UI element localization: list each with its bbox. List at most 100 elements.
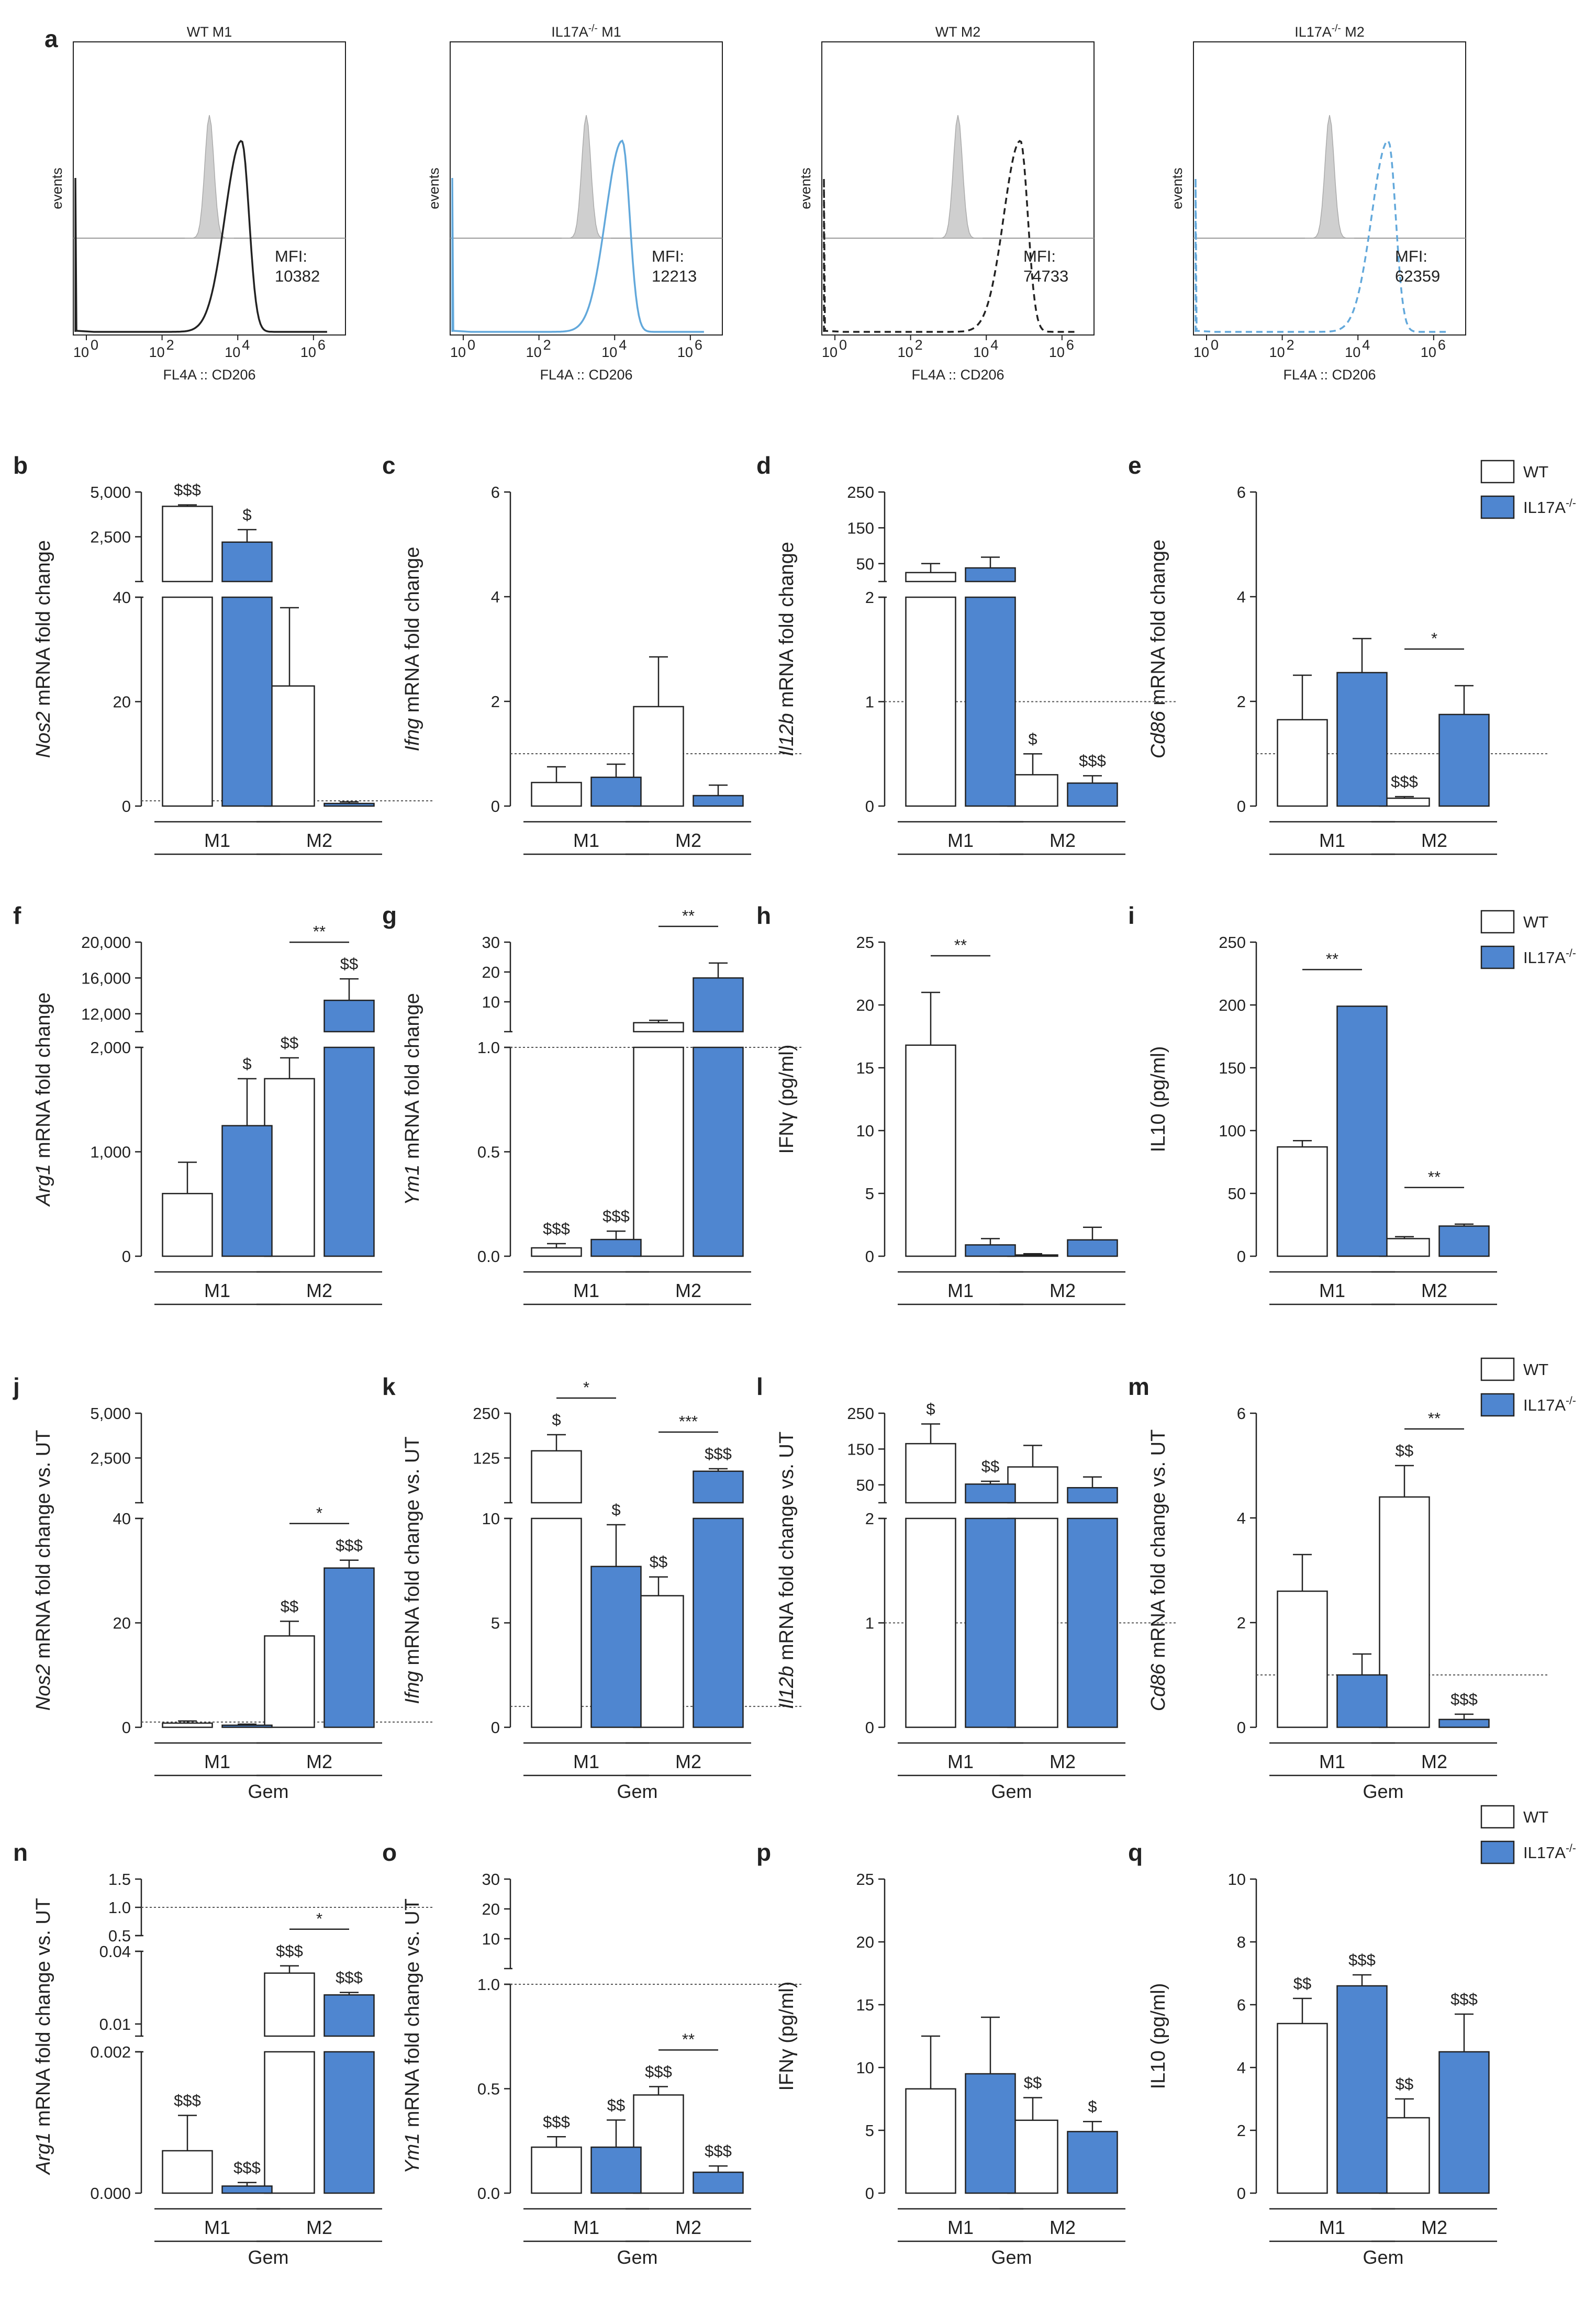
y-tick-label: 50 bbox=[856, 555, 874, 573]
x-tick-label: 10 bbox=[973, 344, 989, 360]
y-label-text: mRNA fold change vs. UT bbox=[776, 1432, 798, 1666]
significance-stars: * bbox=[1431, 629, 1437, 647]
group-label: M2 bbox=[1421, 2217, 1447, 2238]
legend-ko-swatch bbox=[1480, 1840, 1515, 1864]
panel-i: i 0 50 100 150 200 250 IL10 (pg/ml) ** ** M1 M2 bbox=[1128, 902, 1497, 1305]
significance-label: $ bbox=[1088, 2097, 1097, 2116]
y-tick-label: 50 bbox=[856, 1476, 874, 1494]
wt-bar bbox=[531, 1247, 582, 1257]
significance-label: $$ bbox=[981, 1457, 999, 1476]
y-tick-label: 1.5 bbox=[108, 1870, 131, 1888]
significance-label: $$$ bbox=[1391, 773, 1418, 791]
sample-histogram-curve bbox=[451, 139, 704, 333]
gene-name: Cd86 bbox=[1147, 710, 1169, 758]
x-axis-label: Gem bbox=[991, 1781, 1032, 1802]
significance-stars: * bbox=[316, 1909, 322, 1928]
il17a-ko-bar bbox=[965, 596, 1016, 807]
wt-bar bbox=[905, 2088, 956, 2194]
y-tick-label: 150 bbox=[1219, 1059, 1246, 1077]
y-tick-label: 5,000 bbox=[90, 483, 131, 501]
panel-label: f bbox=[13, 902, 21, 929]
significance-label: $ bbox=[552, 1411, 561, 1429]
mfi-value: 12213 bbox=[652, 267, 697, 285]
panel-n: n 0.000 0.002 0.01 0.040.5 1.0 1.5 Arg1 mRNA fo… bbox=[13, 1839, 434, 2268]
y-tick-label: 0.01 bbox=[99, 2015, 131, 2033]
y-axis-label: Cd86 mRNA fold change bbox=[1147, 540, 1169, 758]
histogram-title: IL17A-/- M2 bbox=[1294, 23, 1365, 40]
histogram-frame bbox=[821, 41, 1095, 336]
panel-label: i bbox=[1128, 902, 1135, 929]
significance-label: $$$ bbox=[336, 1536, 363, 1555]
il17a-ko-bar bbox=[323, 1994, 375, 2037]
y-tick-label: 40 bbox=[113, 1510, 131, 1528]
gene-name: Il12b bbox=[776, 713, 798, 756]
il17a-ko-bar bbox=[1067, 1487, 1118, 1504]
il17a-ko-bar bbox=[323, 2051, 375, 2194]
wt-bar bbox=[264, 685, 315, 807]
il17a-ko-bar bbox=[965, 1244, 1016, 1257]
significance-stars: ** bbox=[682, 2030, 695, 2049]
gene-name: Ym1 bbox=[401, 2133, 423, 2174]
y-tick-label: 20 bbox=[113, 693, 131, 711]
y-tick-label: 20,000 bbox=[81, 933, 131, 952]
x-tick-label: 10 bbox=[526, 344, 542, 360]
wt-bar bbox=[1277, 1590, 1328, 1728]
x-tick-label: 10 bbox=[677, 344, 693, 360]
il17a-ko-bar bbox=[590, 2146, 642, 2194]
x-axis-label: Gem bbox=[1363, 2247, 1403, 2268]
x-tick-exponent: 4 bbox=[1362, 337, 1370, 353]
group-label: M1 bbox=[1319, 1280, 1345, 1301]
wt-bar bbox=[264, 1972, 315, 2037]
wt-bar bbox=[264, 2051, 315, 2194]
il17a-ko-bar bbox=[323, 999, 375, 1033]
y-tick-label: 0 bbox=[1237, 2184, 1246, 2203]
y-tick-label: 12,000 bbox=[81, 1005, 131, 1023]
il17a-ko-bar bbox=[1067, 2131, 1118, 2194]
significance-label: $$$ bbox=[1348, 1951, 1376, 1969]
x-tick-label: 10 bbox=[149, 344, 165, 360]
mfi-value: 10382 bbox=[275, 267, 320, 285]
y-tick-label: 16,000 bbox=[81, 969, 131, 987]
significance-label: $$ bbox=[607, 2096, 625, 2114]
histogram-frame bbox=[73, 41, 346, 336]
legend-ko-label: IL17A-/- bbox=[1523, 1395, 1576, 1414]
y-tick-label: 6 bbox=[1237, 1996, 1246, 2014]
legend: WT IL17A-/- bbox=[1480, 1357, 1576, 1417]
significance-label: $$ bbox=[281, 1034, 298, 1052]
y-axis-label: IFNγ (pg/ml) bbox=[776, 1982, 798, 2091]
il17a-ko-bar bbox=[221, 1125, 273, 1257]
wt-bar bbox=[264, 1635, 315, 1728]
significance-stars: * bbox=[316, 1504, 322, 1522]
y-tick-label: 4 bbox=[1237, 1509, 1246, 1527]
y-tick-label: 8 bbox=[1237, 1933, 1246, 1951]
wt-bar bbox=[633, 2094, 684, 2194]
y-tick-label: 2,500 bbox=[90, 1449, 131, 1468]
significance-stars: ** bbox=[1428, 1409, 1441, 1427]
panel-label: q bbox=[1128, 1839, 1143, 1866]
y-tick-label: 0.0 bbox=[477, 2184, 500, 2203]
significance-label: $$$ bbox=[543, 1220, 570, 1238]
gene-name: Arg1 bbox=[32, 2132, 54, 2175]
wt-bar bbox=[905, 596, 956, 807]
y-label-text: mRNA fold change bbox=[32, 540, 54, 711]
panel-f: f 0 1,000 2,000 12,000 16,000 20,000 Arg1 mRNA … bbox=[13, 902, 382, 1305]
gene-name: Arg1 bbox=[32, 1164, 54, 1207]
x-tick-exponent: 6 bbox=[695, 337, 702, 353]
x-tick-label: 10 bbox=[898, 344, 913, 360]
significance-label: $$$ bbox=[174, 481, 201, 499]
y-tick-label: 15 bbox=[856, 1059, 874, 1077]
y-tick-label: 150 bbox=[847, 519, 874, 537]
panel-label: c bbox=[382, 452, 396, 479]
panel-c: c 0 2 4 6 Ifng mRNA fold change M1 M2 bbox=[382, 452, 803, 855]
y-label-text: mRNA fold change vs. UT bbox=[401, 1898, 423, 2133]
y-tick-label: 30 bbox=[482, 1870, 500, 1888]
significance-label: $$$ bbox=[233, 2159, 261, 2177]
significance-label: $$ bbox=[1396, 2075, 1413, 2093]
il17a-ko-bar bbox=[1067, 782, 1118, 807]
group-label: M1 bbox=[947, 1751, 974, 1772]
group-label: M2 bbox=[675, 2217, 701, 2238]
il17a-ko-bar bbox=[1438, 2051, 1490, 2194]
y-tick-label: 6 bbox=[491, 483, 500, 501]
